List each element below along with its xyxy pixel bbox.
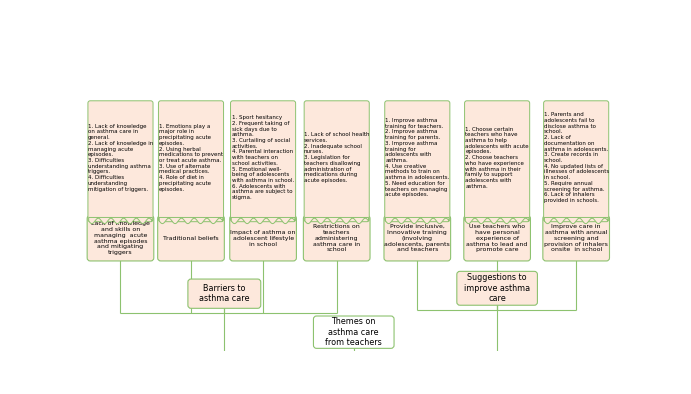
FancyBboxPatch shape [544, 101, 609, 222]
Text: Suggestions to
improve asthma
care: Suggestions to improve asthma care [464, 273, 530, 303]
Polygon shape [159, 217, 223, 224]
Polygon shape [545, 217, 608, 224]
Text: 1. Sport hesitancy
2. Frequent taking of
sick days due to
asthma.
3. Curtailing : 1. Sport hesitancy 2. Frequent taking of… [232, 115, 294, 200]
FancyBboxPatch shape [457, 271, 538, 305]
Text: Themes on
asthma care
from teachers: Themes on asthma care from teachers [325, 317, 382, 347]
FancyBboxPatch shape [231, 101, 296, 222]
Text: Lack of knowledge
and skills on
managing  acute
asthma episodes
and mitigating
t: Lack of knowledge and skills on managing… [91, 221, 150, 255]
Polygon shape [465, 217, 529, 224]
FancyBboxPatch shape [385, 101, 450, 222]
Text: Restrictions on
teachers
administering
asthma care in
school: Restrictions on teachers administering a… [313, 224, 360, 252]
FancyBboxPatch shape [158, 101, 224, 222]
Polygon shape [305, 217, 368, 224]
Polygon shape [386, 217, 449, 224]
Text: 1. Lack of school health
services.
2. Inadequate school
nurses.
3. Legislation f: 1. Lack of school health services. 2. In… [304, 132, 370, 183]
Polygon shape [231, 217, 295, 224]
FancyBboxPatch shape [303, 216, 370, 261]
FancyBboxPatch shape [158, 216, 225, 261]
FancyBboxPatch shape [88, 101, 153, 222]
FancyBboxPatch shape [464, 216, 531, 261]
Text: Use teachers who
have personal
experience of
asthma to lead and
promote care: Use teachers who have personal experienc… [466, 224, 528, 252]
Text: Improve care in
asthma with annual
screening and
provision of inhalers
onsite  i: Improve care in asthma with annual scree… [545, 224, 608, 252]
Text: Provide inclusive,
Innovative training
(involving
adolescents, parents
and teach: Provide inclusive, Innovative training (… [384, 224, 450, 252]
FancyBboxPatch shape [87, 216, 154, 261]
FancyBboxPatch shape [304, 101, 369, 222]
Text: 1. Emotions play a
major role in
precipitating acute
episodes.
2. Using herbal
m: 1. Emotions play a major role in precipi… [159, 124, 223, 191]
Text: Traditional beliefs: Traditional beliefs [163, 236, 219, 241]
FancyBboxPatch shape [229, 216, 296, 261]
FancyBboxPatch shape [384, 216, 451, 261]
FancyBboxPatch shape [314, 316, 394, 348]
Text: Impact of asthma on
adolescent lifestyle
in school: Impact of asthma on adolescent lifestyle… [230, 230, 296, 247]
Polygon shape [88, 217, 152, 224]
Text: 1. Choose certain
teachers who have
asthma to help
adolescents with acute
episod: 1. Choose certain teachers who have asth… [465, 126, 529, 189]
FancyBboxPatch shape [543, 216, 609, 261]
Text: 1. Lack of knowledge
on asthma care in
general.
2. Lack of knowledge in
managing: 1. Lack of knowledge on asthma care in g… [88, 124, 153, 191]
FancyBboxPatch shape [188, 279, 261, 309]
Text: 1. Parents and
adolescents fail to
disclose asthma to
school.
2. Lack of
documen: 1. Parents and adolescents fail to discl… [544, 112, 609, 203]
Text: 1. Improve asthma
training for teachers.
2. Improve asthma
training for parents.: 1. Improve asthma training for teachers.… [385, 118, 449, 197]
FancyBboxPatch shape [464, 101, 530, 222]
Text: Barriers to
asthma care: Barriers to asthma care [199, 284, 249, 303]
